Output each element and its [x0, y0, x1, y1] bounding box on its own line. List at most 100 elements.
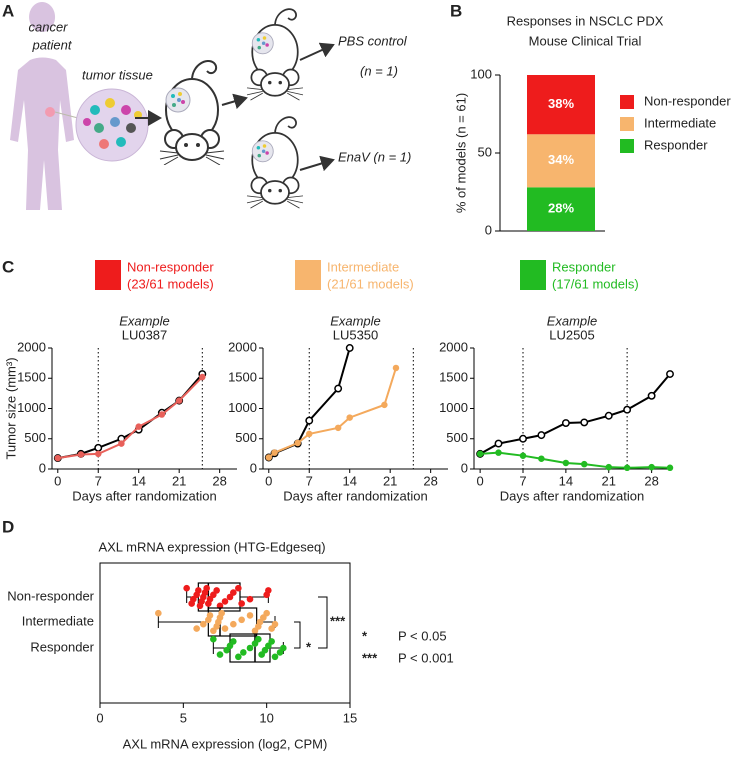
tumor-site	[45, 107, 55, 117]
legend-swatch	[620, 139, 634, 153]
panel-label: B	[450, 1, 462, 20]
legend-label: (21/61 models)	[327, 276, 414, 291]
point	[305, 416, 314, 425]
point	[494, 439, 503, 448]
x-tick-label: 10	[259, 710, 273, 725]
x-tick-label: 0	[477, 473, 484, 488]
x-tick-label: 0	[265, 473, 272, 488]
bracket	[294, 621, 301, 649]
y-tick-label: Responder	[30, 639, 94, 654]
point	[519, 434, 527, 443]
point	[195, 587, 202, 594]
y-tick-label: 2000	[17, 339, 46, 354]
point	[538, 455, 545, 462]
y-tick-label: 2000	[439, 339, 468, 354]
legend-swatch	[295, 260, 321, 290]
label: tumor tissue	[82, 67, 153, 82]
point	[519, 452, 527, 459]
arrow	[299, 42, 335, 61]
point	[623, 464, 631, 472]
x-tick-label: 15	[343, 710, 357, 725]
point	[155, 609, 162, 617]
legend-label: Intermediate	[644, 115, 716, 130]
point	[580, 418, 589, 427]
series-line	[57, 373, 204, 460]
key-text: P < 0.001	[398, 650, 454, 665]
y-tick-label: 0	[250, 460, 257, 475]
subtitle: Example	[547, 313, 598, 328]
y-tick-label: 500	[446, 430, 468, 445]
y-tick-label: 1000	[439, 400, 468, 415]
point	[240, 649, 247, 656]
series-line	[480, 451, 671, 469]
x-tick-label: 7	[519, 473, 526, 488]
legend-swatch	[95, 260, 121, 290]
y-tick-label: 0	[485, 222, 492, 237]
point	[199, 373, 206, 381]
value-label: 38%	[548, 96, 574, 111]
point	[537, 431, 546, 440]
point	[238, 600, 245, 607]
point	[221, 625, 229, 632]
label: PBS control	[338, 33, 408, 48]
point	[158, 411, 166, 418]
y-axis-label: % of models (n = 61)	[453, 93, 468, 213]
point	[306, 430, 313, 438]
point	[604, 411, 613, 420]
point	[334, 424, 342, 432]
y-tick-label: 0	[461, 460, 468, 475]
x-tick-label: 5	[180, 710, 187, 725]
label: EnaV (n = 1)	[338, 149, 411, 164]
point	[271, 449, 278, 456]
patient-silhouette	[10, 2, 74, 211]
legend-swatch	[520, 260, 546, 290]
significance: *	[306, 639, 312, 654]
point	[203, 584, 210, 592]
y-tick-label: 1500	[228, 370, 257, 385]
point	[271, 620, 279, 628]
label: (n = 1)	[360, 63, 398, 78]
x-axis-label: Days after randomization	[500, 488, 645, 503]
x-tick-label: 21	[172, 473, 186, 488]
y-axis-label: Tumor size (mm³)	[3, 357, 18, 459]
label: patient	[31, 37, 72, 52]
bar-segment	[527, 134, 595, 188]
point	[495, 449, 502, 456]
point	[118, 440, 125, 447]
x-tick-label: 7	[306, 473, 313, 488]
x-axis-label: Days after randomization	[283, 488, 428, 503]
legend-label: Non-responder	[644, 93, 731, 108]
value-label: 28%	[548, 201, 574, 216]
point	[265, 454, 273, 461]
y-tick-label: Intermediate	[22, 613, 94, 628]
x-tick-label: 0	[54, 473, 61, 488]
legend-label: Responder	[552, 259, 616, 274]
point	[235, 584, 242, 592]
point	[346, 414, 353, 421]
key-symbol: *	[362, 628, 368, 643]
series-line	[479, 373, 671, 455]
x-axis-label: Days after randomization	[72, 488, 217, 503]
tissue	[75, 88, 149, 162]
point	[345, 344, 354, 352]
point	[647, 391, 656, 400]
plot-frame	[99, 562, 351, 704]
y-tick-label: 1500	[17, 370, 46, 385]
x-tick-label: 28	[423, 473, 437, 488]
key-text: P < 0.05	[398, 628, 447, 643]
bracket	[318, 596, 328, 649]
point	[392, 364, 400, 372]
point	[246, 644, 254, 652]
x-tick-label: 14	[559, 473, 573, 488]
x-tick-label: 14	[342, 473, 356, 488]
panel-label: D	[2, 517, 14, 536]
point	[476, 450, 484, 458]
point	[246, 595, 254, 603]
chart-title: Responses in NSCLC PDX	[507, 13, 664, 28]
x-tick-label: 28	[212, 473, 226, 488]
point	[666, 370, 674, 378]
x-tick-label: 21	[602, 473, 616, 488]
mouse	[159, 59, 225, 165]
point	[246, 612, 254, 619]
connector	[54, 111, 79, 119]
